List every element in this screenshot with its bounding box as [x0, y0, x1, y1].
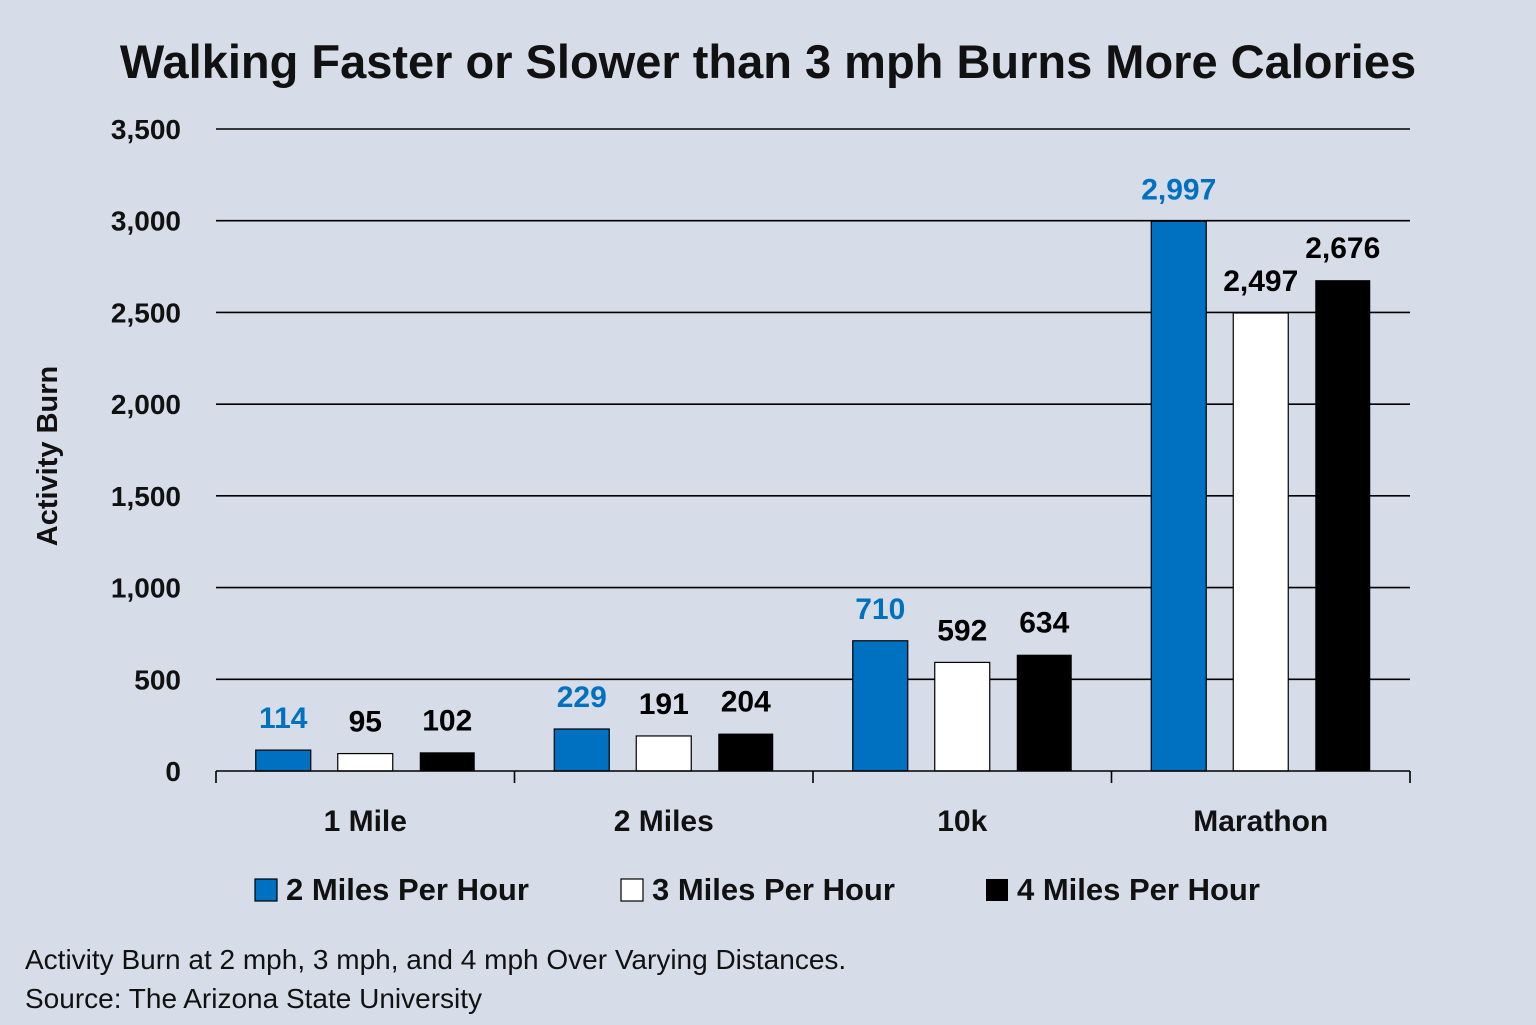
- y-tick-label: 0: [165, 756, 181, 787]
- data-label: 710: [855, 593, 905, 626]
- legend-label: 2 Miles Per Hour: [286, 872, 529, 907]
- legend-swatch: [254, 878, 278, 902]
- bars: [255, 220, 1371, 772]
- y-tick-label: 3,000: [111, 206, 181, 237]
- legend: 2 Miles Per Hour 3 Miles Per Hour 4 Miles …: [254, 872, 1260, 907]
- bar: [934, 661, 991, 772]
- bar: [852, 640, 909, 772]
- x-tick-label: 2 Miles: [614, 805, 714, 838]
- data-label: 2,997: [1141, 173, 1216, 206]
- data-label: 2,676: [1305, 232, 1380, 265]
- legend-label: 3 Miles Per Hour: [652, 872, 895, 907]
- bar: [1016, 654, 1072, 771]
- data-labels: 114 95 102 229 191 204 710 592 634 2,997 2,4972,67…: [259, 173, 1380, 738]
- data-label: 102: [422, 704, 472, 737]
- bar: [635, 735, 692, 772]
- bar: [419, 752, 475, 771]
- bar: [1150, 220, 1207, 772]
- legend-swatch: [986, 879, 1008, 901]
- y-axis-ticks: 0 500 1,000 1,500 2,000 2,500 3,000 3,500: [111, 114, 181, 787]
- bar: [553, 728, 610, 772]
- data-label: 114: [259, 702, 308, 735]
- bar: [255, 749, 312, 772]
- data-label: 592: [937, 614, 987, 647]
- data-label: 2,497: [1223, 265, 1298, 298]
- x-tick-label: 1 Mile: [324, 805, 407, 838]
- y-tick-label: 3,500: [111, 114, 181, 145]
- data-label: 191: [639, 688, 689, 721]
- data-label: 95: [349, 706, 382, 739]
- legend-swatch: [620, 878, 644, 902]
- bar: [1315, 280, 1371, 771]
- legend-label: 4 Miles Per Hour: [1017, 872, 1260, 907]
- x-tick-label: 10k: [937, 805, 987, 838]
- y-tick-label: 2,000: [111, 389, 181, 420]
- data-label: 634: [1019, 607, 1069, 640]
- caption-source: Source: The Arizona State University: [25, 983, 483, 1014]
- data-label: 204: [721, 686, 771, 719]
- gridlines: [216, 128, 1410, 681]
- y-tick-label: 2,500: [111, 297, 181, 328]
- caption-description: Activity Burn at 2 mph, 3 mph, and 4 mph…: [25, 944, 847, 975]
- chart-title: Walking Faster or Slower than 3 mph Burn…: [120, 35, 1416, 88]
- bar: [337, 752, 394, 772]
- y-tick-label: 1,000: [111, 573, 181, 604]
- y-axis-label: Activity Burn: [32, 366, 64, 546]
- bar: [718, 733, 774, 771]
- x-axis: [215, 770, 1411, 783]
- y-tick-label: 500: [134, 664, 181, 695]
- x-axis-ticks: 1 Mile 2 Miles 10k Marathon: [324, 805, 1329, 838]
- y-tick-label: 1,500: [111, 481, 181, 512]
- bar: [1232, 312, 1289, 772]
- data-label: 229: [557, 681, 607, 714]
- x-tick-label: Marathon: [1193, 805, 1328, 838]
